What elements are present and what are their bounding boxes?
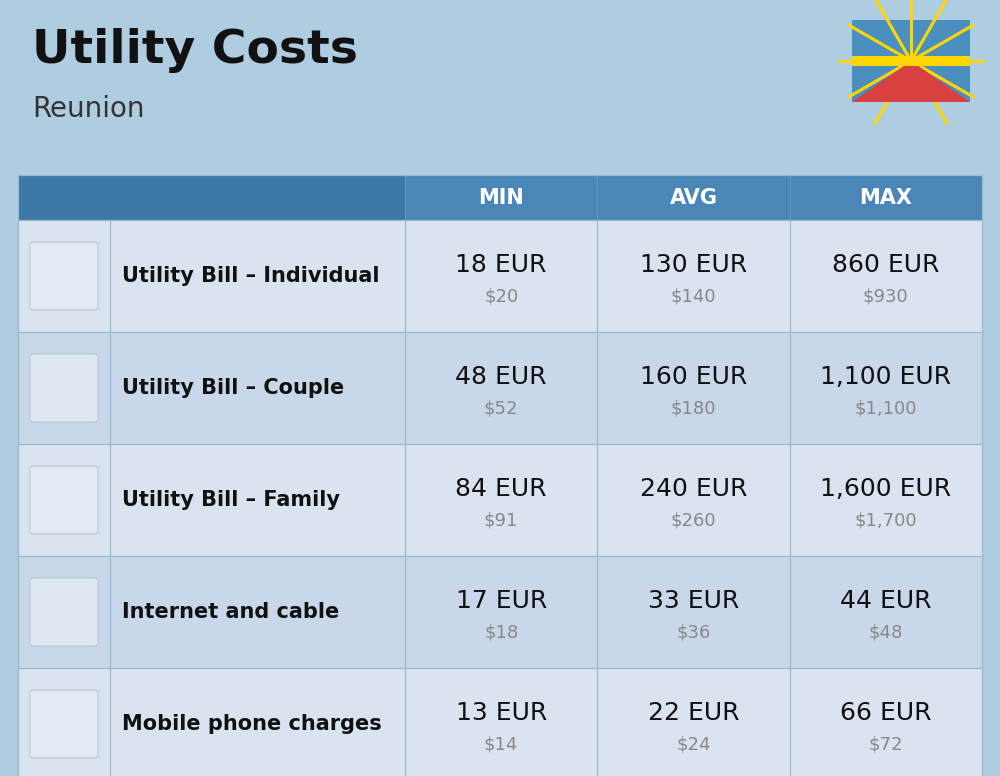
FancyBboxPatch shape: [18, 556, 982, 668]
FancyBboxPatch shape: [18, 175, 982, 220]
FancyBboxPatch shape: [110, 175, 405, 220]
Text: $180: $180: [671, 399, 716, 417]
Text: $260: $260: [671, 511, 716, 529]
Text: 1,600 EUR: 1,600 EUR: [820, 476, 951, 501]
Text: Utility Costs: Utility Costs: [32, 28, 358, 73]
Text: 860 EUR: 860 EUR: [832, 253, 940, 277]
Text: Mobile phone charges: Mobile phone charges: [122, 714, 382, 734]
Text: 13 EUR: 13 EUR: [456, 701, 547, 725]
Text: $24: $24: [676, 735, 711, 753]
Text: 33 EUR: 33 EUR: [648, 589, 739, 613]
Text: $36: $36: [676, 623, 711, 641]
Text: $140: $140: [671, 287, 716, 305]
Text: MAX: MAX: [859, 188, 912, 207]
Text: $20: $20: [484, 287, 518, 305]
FancyBboxPatch shape: [18, 175, 110, 220]
Text: Utility Bill – Family: Utility Bill – Family: [122, 490, 340, 510]
Text: Utility Bill – Individual: Utility Bill – Individual: [122, 266, 380, 286]
FancyBboxPatch shape: [852, 56, 970, 66]
Text: Internet and cable: Internet and cable: [122, 602, 339, 622]
Text: Utility Bill – Couple: Utility Bill – Couple: [122, 378, 344, 398]
Text: $1,700: $1,700: [855, 511, 917, 529]
Text: $18: $18: [484, 623, 518, 641]
Text: AVG: AVG: [670, 188, 718, 207]
FancyBboxPatch shape: [852, 56, 970, 66]
FancyBboxPatch shape: [30, 242, 98, 310]
FancyBboxPatch shape: [18, 332, 982, 444]
Text: 66 EUR: 66 EUR: [840, 701, 932, 725]
Text: 160 EUR: 160 EUR: [640, 365, 747, 389]
Text: $52: $52: [484, 399, 518, 417]
FancyBboxPatch shape: [852, 20, 970, 102]
Text: 17 EUR: 17 EUR: [456, 589, 547, 613]
Text: 18 EUR: 18 EUR: [455, 253, 547, 277]
Text: 1,100 EUR: 1,100 EUR: [820, 365, 951, 389]
Text: $14: $14: [484, 735, 518, 753]
Text: $1,100: $1,100: [855, 399, 917, 417]
Text: 84 EUR: 84 EUR: [455, 476, 547, 501]
FancyBboxPatch shape: [30, 466, 98, 534]
Polygon shape: [852, 61, 970, 102]
Text: 48 EUR: 48 EUR: [455, 365, 547, 389]
FancyBboxPatch shape: [18, 668, 982, 776]
FancyBboxPatch shape: [18, 444, 982, 556]
Text: 130 EUR: 130 EUR: [640, 253, 747, 277]
Text: 22 EUR: 22 EUR: [648, 701, 739, 725]
FancyBboxPatch shape: [30, 354, 98, 422]
Text: 240 EUR: 240 EUR: [640, 476, 747, 501]
Text: $930: $930: [863, 287, 909, 305]
Text: 44 EUR: 44 EUR: [840, 589, 932, 613]
FancyBboxPatch shape: [30, 578, 98, 646]
FancyBboxPatch shape: [30, 690, 98, 758]
Text: Reunion: Reunion: [32, 95, 144, 123]
Text: $91: $91: [484, 511, 518, 529]
Text: $72: $72: [869, 735, 903, 753]
Text: MIN: MIN: [478, 188, 524, 207]
Text: $48: $48: [869, 623, 903, 641]
FancyBboxPatch shape: [18, 220, 982, 332]
